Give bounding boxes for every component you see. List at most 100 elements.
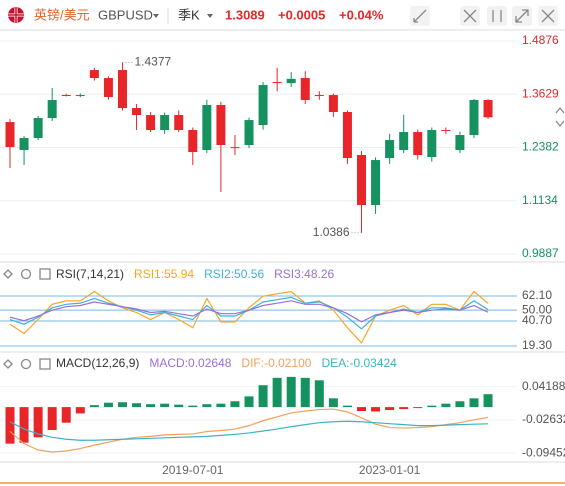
y-tick-label: 40.70 bbox=[522, 313, 552, 327]
macd-bar bbox=[357, 407, 366, 412]
toggle-icon[interactable] bbox=[39, 358, 51, 370]
macd-bar bbox=[427, 405, 437, 408]
tool-candle[interactable] bbox=[487, 6, 507, 26]
header-bar: 英镑/美元 GBPUSD 季K 1.3089 +0.0005 +0.04% bbox=[8, 6, 558, 26]
macd-bar bbox=[441, 403, 451, 408]
toolbar bbox=[410, 6, 558, 26]
extreme-label: 1.4377 bbox=[134, 54, 171, 68]
candle-body bbox=[314, 95, 324, 97]
macd-bar bbox=[75, 407, 85, 414]
macd-bar bbox=[328, 398, 338, 408]
candle-body bbox=[455, 135, 465, 151]
macd-bar bbox=[300, 377, 310, 408]
candle-body bbox=[146, 115, 156, 131]
pair-name[interactable]: 英镑/美元 bbox=[34, 7, 90, 22]
candle-body bbox=[244, 120, 254, 146]
indicator-line bbox=[9, 300, 489, 323]
macd-bar bbox=[61, 407, 71, 423]
y-tick-label: -0.09452 bbox=[522, 445, 565, 459]
rsi-icons bbox=[3, 268, 51, 280]
indicator-line bbox=[9, 408, 489, 453]
tool-fullscreen-icon bbox=[515, 9, 529, 23]
legend-entry: RSI2:50.56 bbox=[204, 267, 264, 281]
candle-body bbox=[483, 100, 493, 118]
candle-body bbox=[427, 130, 437, 158]
tool-compare-icon bbox=[463, 9, 477, 23]
candle-body bbox=[441, 130, 451, 132]
candle-body bbox=[371, 160, 381, 206]
tool-draw-icon bbox=[413, 9, 427, 23]
period-dropdown[interactable] bbox=[207, 14, 213, 18]
legend-entry: RSI1:55.94 bbox=[134, 267, 194, 281]
macd-bar bbox=[202, 404, 212, 408]
indicator-line bbox=[9, 296, 489, 330]
candle-body bbox=[385, 140, 395, 159]
settings-icon[interactable] bbox=[20, 358, 32, 370]
legend-entry: DIF:-0.02100 bbox=[241, 356, 311, 370]
macd-bar bbox=[19, 407, 29, 443]
collapse-icon[interactable] bbox=[3, 269, 13, 279]
symbol[interactable]: GBPUSD bbox=[98, 7, 153, 22]
y-tick-label: 1.3629 bbox=[522, 86, 559, 100]
candle-body bbox=[19, 138, 29, 151]
y-tick-label: 19.30 bbox=[522, 338, 552, 352]
candle-body bbox=[342, 112, 352, 159]
candle-body bbox=[300, 78, 310, 101]
y-tick-label: 0.04188 bbox=[522, 379, 565, 393]
candle-body bbox=[33, 118, 43, 139]
indicator-title: MACD(12,26,9) bbox=[56, 356, 139, 370]
candle-body bbox=[61, 95, 71, 97]
indicator-line bbox=[9, 420, 489, 441]
legend-entry: DEA:-0.03424 bbox=[321, 356, 397, 370]
period[interactable]: 季K bbox=[178, 7, 200, 22]
candle-body bbox=[216, 105, 226, 146]
macd-bar bbox=[244, 396, 254, 408]
flag-cross-inner bbox=[8, 7, 24, 23]
macd-bar bbox=[33, 407, 43, 438]
candle-body bbox=[103, 78, 113, 98]
candle-body bbox=[160, 115, 170, 131]
macd-bar bbox=[132, 403, 142, 408]
macd-bar bbox=[230, 401, 240, 408]
macd-bar bbox=[413, 407, 423, 409]
y-tick-label: 0.9887 bbox=[522, 246, 559, 260]
candle-body bbox=[188, 130, 198, 153]
candle-body bbox=[258, 85, 268, 126]
macd-bar bbox=[188, 405, 198, 408]
macd-bar bbox=[385, 407, 395, 411]
collapse-icon[interactable] bbox=[3, 359, 13, 369]
legend-entry: MACD:0.02648 bbox=[149, 356, 231, 370]
indicator-title: RSI(7,14,21) bbox=[56, 267, 124, 281]
x-tick-label: 2023-01-01 bbox=[359, 463, 421, 477]
candle-body bbox=[202, 105, 212, 151]
scroll-handle[interactable] bbox=[555, 106, 565, 128]
y-tick-label: 1.4876 bbox=[522, 33, 559, 47]
candle-body bbox=[47, 100, 57, 119]
candle-body bbox=[89, 70, 99, 79]
candle-body bbox=[357, 155, 366, 206]
settings-icon[interactable] bbox=[20, 268, 32, 280]
macd-bar bbox=[314, 380, 324, 408]
candle-body bbox=[132, 108, 142, 116]
macd-bar bbox=[455, 401, 465, 408]
macd-bar bbox=[160, 403, 170, 408]
indicator-line bbox=[9, 290, 489, 344]
macd-bar bbox=[399, 407, 409, 410]
tool-close-icon bbox=[541, 9, 555, 23]
macd-bar bbox=[146, 404, 156, 408]
candle-body bbox=[399, 132, 409, 151]
symbol-dropdown[interactable] bbox=[153, 14, 159, 18]
toggle-icon[interactable] bbox=[39, 268, 51, 280]
macd-bar bbox=[272, 377, 282, 408]
change: +0.0005 bbox=[278, 7, 325, 22]
macd-icons bbox=[3, 358, 51, 370]
legend-entry: RSI3:48.26 bbox=[274, 267, 334, 281]
macd-bar bbox=[47, 407, 57, 431]
macd-bar bbox=[174, 404, 184, 408]
macd-bar bbox=[469, 398, 479, 408]
y-tick-label: -0.02632 bbox=[522, 412, 565, 426]
y-tick-label: 50.00 bbox=[522, 302, 552, 316]
macd-bar bbox=[286, 376, 296, 408]
candle-body bbox=[286, 78, 296, 84]
